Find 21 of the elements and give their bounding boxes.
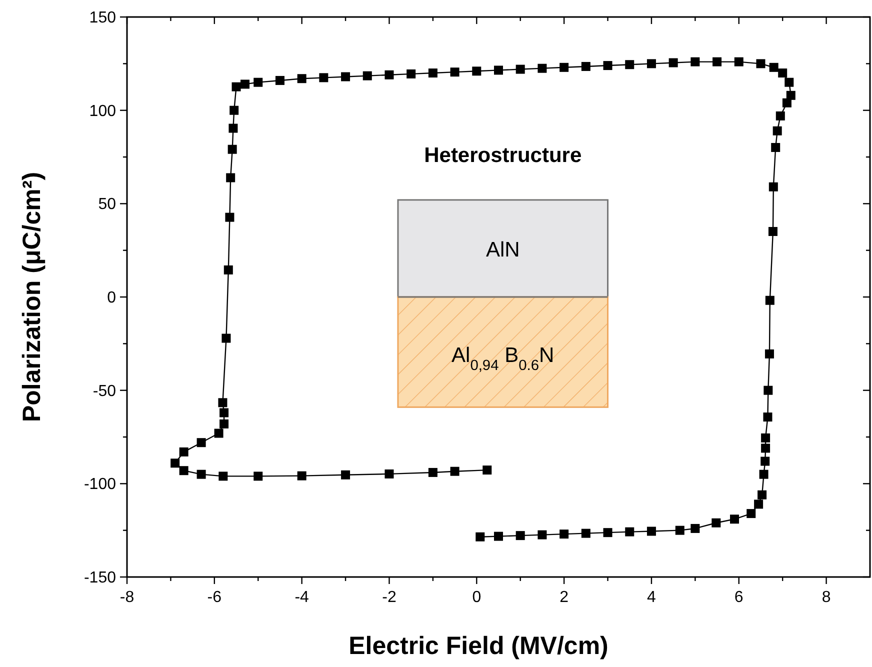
annotation: Al$_{0,94}$ B$_{0.6}$N bbox=[452, 344, 554, 374]
x-tick-label: 8 bbox=[822, 589, 831, 606]
x-tick-label: 4 bbox=[647, 589, 656, 606]
x-tick-label: -6 bbox=[207, 589, 222, 606]
x-tick-label: 6 bbox=[734, 589, 744, 606]
y-tick-label: -100 bbox=[84, 476, 116, 494]
y-axis-title: Polarization (μC/cm²) bbox=[18, 172, 46, 422]
x-tick-label: -2 bbox=[382, 589, 396, 606]
x-tick-label: -4 bbox=[294, 589, 310, 606]
annotation: Heterostructure bbox=[424, 144, 582, 167]
x-axis-title: Electric Field (MV/cm) bbox=[348, 632, 608, 660]
y-tick-label: -150 bbox=[84, 570, 116, 586]
y-tick-label: -50 bbox=[92, 382, 116, 400]
y-tick-label: 50 bbox=[98, 196, 116, 214]
y-tick-label: 100 bbox=[89, 102, 116, 120]
x-tick-label: -8 bbox=[120, 589, 134, 606]
x-tick-label: 2 bbox=[560, 589, 569, 606]
y-tick-label: 0 bbox=[107, 290, 116, 306]
y-tick-label: 150 bbox=[89, 10, 116, 26]
x-tick-label: 0 bbox=[472, 589, 482, 606]
annotation: AlN bbox=[486, 238, 520, 262]
